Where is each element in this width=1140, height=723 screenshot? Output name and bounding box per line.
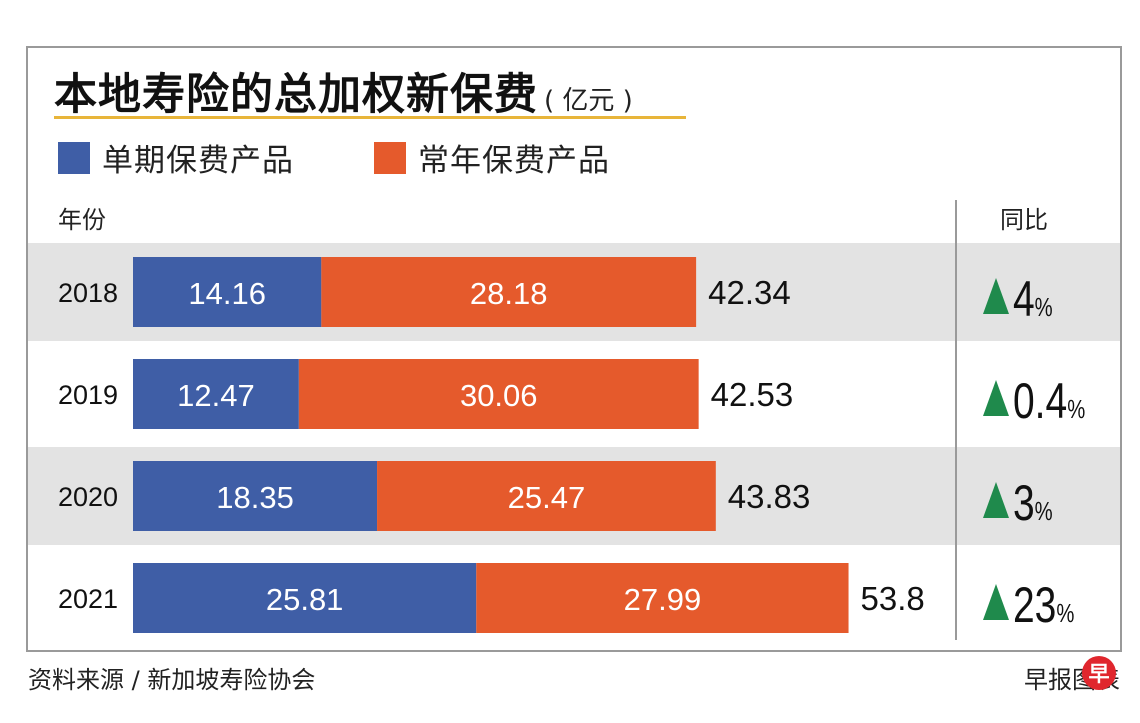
yoy-percent-sign: % xyxy=(1035,497,1053,526)
year-label: 2020 xyxy=(58,482,118,512)
yoy-value: 3% xyxy=(1013,474,1053,531)
bar-regular-label: 27.99 xyxy=(624,582,702,617)
year-label: 2019 xyxy=(58,380,118,410)
yoy-percent-sign: % xyxy=(1035,293,1053,322)
total-label: 53.8 xyxy=(861,580,925,617)
yoy-number: 3 xyxy=(1013,474,1035,531)
legend-swatch-single xyxy=(58,141,90,174)
title-block: 本地寿险的总加权新保费( 亿元 ) xyxy=(54,60,633,122)
bar-single-label: 25.81 xyxy=(266,582,344,617)
unit-label: ( 亿元 ) xyxy=(544,86,633,116)
bar-single-label: 14.16 xyxy=(188,276,266,311)
column-divider xyxy=(955,200,957,640)
yoy-value: 4% xyxy=(1013,270,1053,327)
up-arrow-icon xyxy=(983,482,1009,518)
title-underline xyxy=(54,116,686,119)
up-arrow-icon xyxy=(983,278,1009,314)
yoy-value: 23% xyxy=(1013,576,1074,633)
yoy-column-header: 同比 xyxy=(1000,206,1048,234)
zaobao-logo-icon: 早 xyxy=(1082,656,1116,690)
chart-title: 本地寿险的总加权新保费 xyxy=(54,70,538,120)
bar-single-label: 18.35 xyxy=(216,480,294,515)
up-arrow-icon xyxy=(983,380,1009,416)
bar-regular-label: 28.18 xyxy=(470,276,548,311)
year-label: 2021 xyxy=(58,584,118,614)
chart-frame xyxy=(26,46,1122,652)
bar-single xyxy=(133,461,378,531)
yoy-percent-sign: % xyxy=(1067,395,1085,424)
total-label: 42.34 xyxy=(708,274,791,311)
bar-regular xyxy=(298,359,699,429)
bar-regular xyxy=(377,461,716,531)
bar-single xyxy=(133,359,299,429)
yoy-percent-sign: % xyxy=(1056,599,1074,628)
legend-swatch-regular xyxy=(374,141,406,174)
year-label: 2018 xyxy=(58,278,118,308)
yoy-number: 23 xyxy=(1013,576,1056,633)
source-note: 资料来源 / 新加坡寿险协会 xyxy=(28,666,316,694)
total-label: 43.83 xyxy=(728,478,811,515)
legend-item-single: 单期保费产品 xyxy=(58,135,294,180)
bar-regular-label: 30.06 xyxy=(460,378,538,413)
bar-single xyxy=(133,563,477,633)
bar-regular-label: 25.47 xyxy=(508,480,586,515)
legend-label-regular: 常年保费产品 xyxy=(418,143,610,179)
bar-single xyxy=(133,257,322,327)
bar-single-label: 12.47 xyxy=(177,378,255,413)
legend-item-regular: 常年保费产品 xyxy=(374,135,610,180)
yoy-number: 4 xyxy=(1013,270,1035,327)
logo-text: 早 xyxy=(1088,662,1110,686)
year-column-header: 年份 xyxy=(58,206,106,234)
bar-regular xyxy=(321,257,697,327)
legend-label-single: 单期保费产品 xyxy=(102,143,294,179)
yoy-value: 0.4% xyxy=(1013,372,1085,429)
up-arrow-icon xyxy=(983,584,1009,620)
bar-regular xyxy=(476,563,849,633)
yoy-number: 0.4 xyxy=(1013,372,1067,429)
total-label: 42.53 xyxy=(711,376,794,413)
